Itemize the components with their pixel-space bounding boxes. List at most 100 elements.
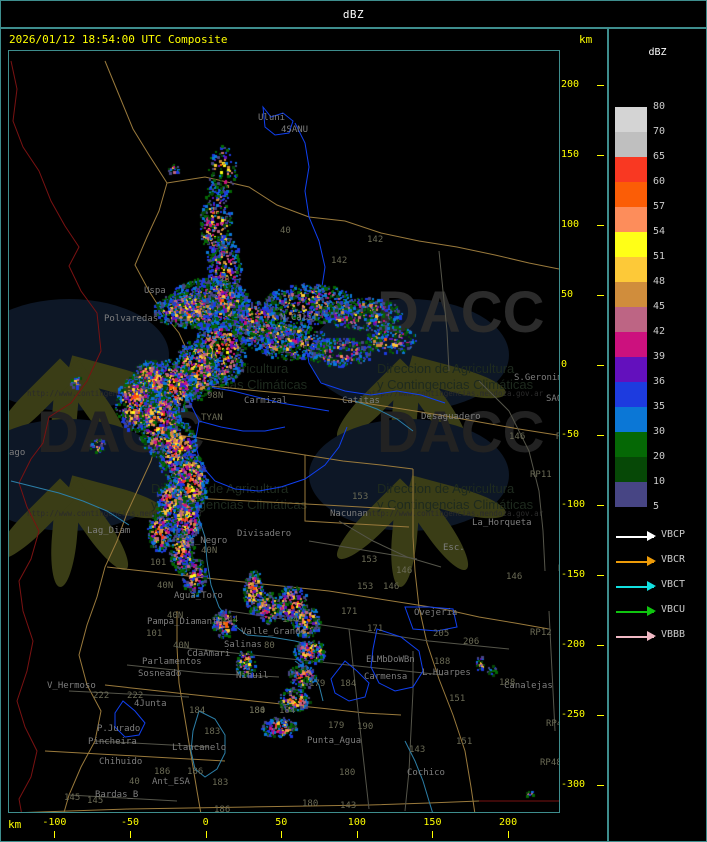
x-axis-tick-mark [508, 831, 510, 838]
color-scale-block [615, 282, 647, 307]
x-axis-tick-label: 150 [423, 817, 442, 828]
vector-legend-row: VBCP [609, 525, 706, 550]
color-scale-block [615, 307, 647, 332]
color-scale-block [615, 107, 647, 132]
color-scale-label: 57 [653, 201, 666, 212]
y-axis-tick-mark [597, 645, 604, 646]
y-axis-tick-label: 200 [561, 79, 580, 90]
color-scale-label: 51 [653, 251, 666, 262]
x-axis-tick-mark [205, 831, 207, 838]
vector-legend-row: VBCU [609, 600, 706, 625]
arrow-head-icon [647, 606, 656, 616]
color-scale-block [615, 482, 647, 507]
color-scale-label: 39 [653, 351, 666, 362]
x-axis-tick-label: -100 [42, 817, 67, 828]
color-scale-label: 36 [653, 376, 666, 387]
color-scale-block [615, 332, 647, 357]
arrow-head-icon [647, 556, 656, 566]
arrow-icon [616, 636, 654, 638]
color-scale-label: 45 [653, 301, 666, 312]
color-scale-label: 80 [653, 101, 666, 112]
color-scale-block [615, 382, 647, 407]
color-scale-label: 60 [653, 176, 666, 187]
x-axis: km -100 -50 0 50 100 150 200 [1, 813, 607, 841]
x-axis-tick-label: 200 [499, 817, 518, 828]
color-scale-label: 35 [653, 401, 666, 412]
color-scale-block [615, 207, 647, 232]
vector-legend-label: VBCR [661, 554, 686, 565]
y-axis-tick-mark [597, 505, 604, 506]
color-scale-label: 20 [653, 451, 666, 462]
y-axis-tick-mark [597, 225, 604, 226]
y-axis: 200 150 100 50 0 -50 -100 -150 -200 -250 -300 [561, 50, 607, 813]
color-scale-block [615, 232, 647, 257]
map-canvas[interactable]: DACC DACC DACC Direccion de Agricultura … [8, 50, 560, 813]
window-title: dBZ [342, 7, 365, 21]
y-axis-tick-mark [597, 155, 604, 156]
color-scale-label: 48 [653, 276, 666, 287]
vector-legend-row: VBCT [609, 575, 706, 600]
y-axis-tick-label: -250 [561, 709, 586, 720]
arrow-head-icon [647, 581, 656, 591]
arrow-icon [616, 536, 654, 538]
y-axis-tick-label: -200 [561, 639, 586, 650]
y-axis-tick-label: 50 [561, 289, 574, 300]
vector-legend: VBCP VBCR VBCT VBCU VBBB [609, 525, 706, 650]
y-axis-tick-label: -50 [561, 429, 580, 440]
vector-legend-label: VBCT [661, 579, 686, 590]
x-axis-tick-mark [432, 831, 434, 838]
y-axis-tick-mark [597, 785, 604, 786]
y-axis-tick-mark [597, 295, 604, 296]
x-axis-tick-mark [129, 831, 131, 838]
vector-legend-label: VBCP [661, 529, 686, 540]
arrow-icon [616, 611, 654, 613]
legend-title: dBZ [648, 47, 667, 58]
x-axis-tick-label: 0 [202, 817, 209, 828]
color-scale-block [615, 407, 647, 432]
legend: dBZ VBCP VBCR VBCT VBCU VBBB 80 70 65 60 57 54 51 4… [609, 29, 706, 841]
x-axis-tick-mark [281, 831, 283, 838]
y-axis-tick-mark [597, 715, 604, 716]
color-scale-label: 70 [653, 126, 666, 137]
y-axis-tick-label: -100 [561, 499, 586, 510]
window-title-bar: dBZ [0, 0, 707, 28]
arrow-icon [616, 561, 654, 563]
vector-legend-label: VBBB [661, 629, 686, 640]
vector-legend-row: VBCR [609, 550, 706, 575]
color-scale-block [615, 182, 647, 207]
color-scale-label: 30 [653, 426, 666, 437]
color-scale-label: 10 [653, 476, 666, 487]
y-axis-tick-mark [597, 365, 604, 366]
y-axis-tick-label: 0 [561, 359, 568, 370]
color-scale-block [615, 457, 647, 482]
x-axis-tick-mark [356, 831, 358, 838]
y-axis-tick-mark [597, 85, 604, 86]
color-scale-label: 5 [653, 501, 660, 512]
color-scale-label: 65 [653, 151, 666, 162]
arrow-head-icon [647, 531, 656, 541]
color-scale[interactable] [615, 107, 647, 507]
vector-legend-row: VBBB [609, 625, 706, 650]
y-axis-tick-label: -150 [561, 569, 586, 580]
radar-echo-layer [9, 51, 559, 812]
y-axis-tick-label: 100 [561, 219, 580, 230]
plot-header: 2026/01/12 18:54:00 UTC Composite km [1, 29, 607, 49]
x-axis-tick-mark [54, 831, 56, 838]
color-scale-block [615, 257, 647, 282]
color-scale-block [615, 432, 647, 457]
color-scale-block [615, 157, 647, 182]
color-scale-block [615, 132, 647, 157]
map-inner: DACC DACC DACC Direccion de Agricultura … [9, 51, 559, 812]
y-axis-tick-label: 150 [561, 149, 580, 160]
y-axis-unit-label: km [579, 33, 593, 46]
color-scale-label: 54 [653, 226, 666, 237]
color-scale-label: 42 [653, 326, 666, 337]
x-axis-tick-label: 50 [275, 817, 288, 828]
y-axis-tick-mark [597, 575, 604, 576]
y-axis-tick-mark [597, 435, 604, 436]
y-axis-tick-label: -300 [561, 779, 586, 790]
color-scale-block [615, 357, 647, 382]
vector-legend-label: VBCU [661, 604, 686, 615]
x-axis-tick-label: -50 [120, 817, 140, 828]
